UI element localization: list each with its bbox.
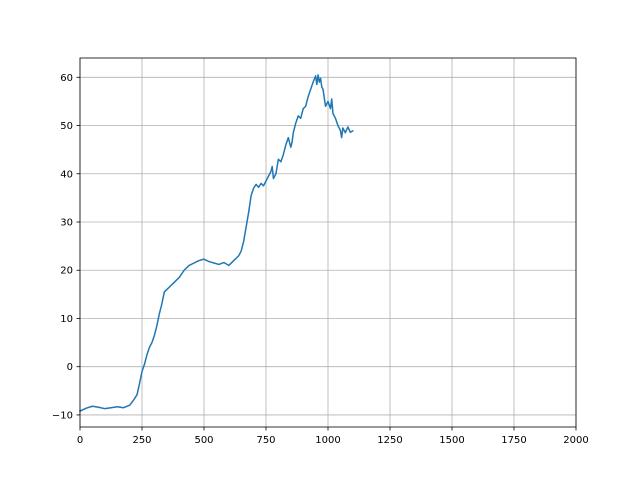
y-tick-label: 0 bbox=[67, 362, 73, 373]
y-tick-label: 30 bbox=[60, 218, 73, 229]
series-line bbox=[79, 74, 354, 413]
x-tick-label: 0 bbox=[77, 435, 83, 446]
x-tick-label: 500 bbox=[194, 435, 213, 446]
x-tick-label: 750 bbox=[256, 435, 275, 446]
x-tick-label: 1000 bbox=[315, 435, 340, 446]
y-tick-label: 20 bbox=[60, 266, 73, 277]
x-tick-label: 1500 bbox=[439, 435, 464, 446]
x-tick-label: 1250 bbox=[377, 435, 402, 446]
grid bbox=[79, 58, 577, 427]
series-layer bbox=[79, 74, 354, 413]
y-tick-label: 40 bbox=[60, 169, 73, 180]
y-tick-label: 10 bbox=[60, 314, 73, 325]
y-axis: −10 0 10 20 30 40 50 60 bbox=[52, 73, 80, 421]
x-tick-label: 2000 bbox=[563, 435, 588, 446]
x-tick-label: 250 bbox=[132, 435, 151, 446]
y-tick-label: 50 bbox=[60, 121, 73, 132]
y-tick-label: −10 bbox=[52, 410, 73, 421]
y-tick-label: 60 bbox=[60, 73, 73, 84]
x-tick-label: 1750 bbox=[501, 435, 526, 446]
x-axis: 0 250 500 750 1000 1250 1500 1750 2000 bbox=[77, 427, 589, 446]
